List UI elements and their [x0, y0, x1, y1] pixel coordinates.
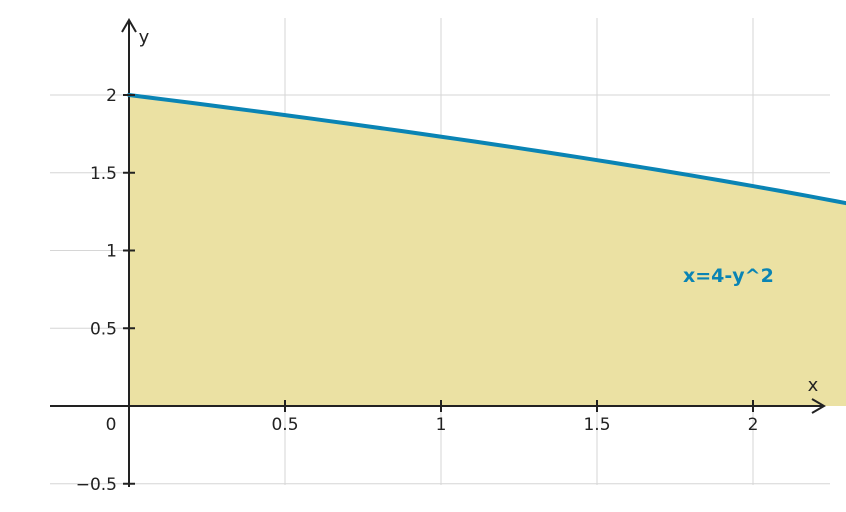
curve-label: x=4-y^2	[683, 265, 774, 287]
y-tick-label: 0.5	[90, 319, 117, 339]
x-tick-label: 1.5	[583, 415, 610, 435]
y-tick-label: 2	[106, 86, 117, 106]
x-axis-arrow	[811, 398, 826, 414]
y-tick-label: 1	[106, 242, 117, 262]
y-axis-label: y	[139, 27, 150, 48]
x-tick-label: 2	[748, 415, 759, 435]
curve-x-equals-4-minus-y-squared	[127, 93, 846, 206]
x-tick-label: 0	[106, 415, 117, 435]
y-ticks: −0.5 0.5 1 1.5 2	[76, 86, 135, 495]
x-tick-label: 1	[436, 415, 447, 435]
y-tick-label: 1.5	[90, 164, 117, 184]
x-ticks: −0.500.511.522.533.54	[106, 400, 759, 435]
axes	[50, 18, 826, 487]
x-axis-label: x	[808, 375, 819, 396]
y-tick-label: −0.5	[76, 475, 117, 495]
y-axis-arrow	[121, 18, 137, 33]
x-tick-label: 0.5	[271, 415, 298, 435]
